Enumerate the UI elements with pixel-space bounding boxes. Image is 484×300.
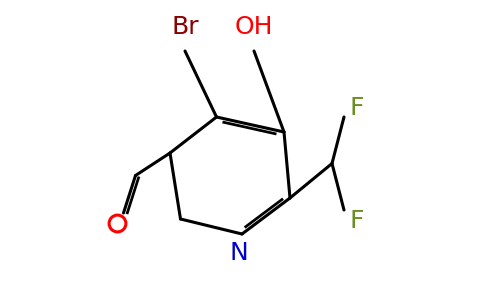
Text: F: F: [349, 208, 364, 232]
Text: OH: OH: [235, 15, 273, 39]
Text: F: F: [349, 96, 364, 120]
Text: Br: Br: [171, 15, 199, 39]
Text: N: N: [229, 242, 248, 266]
